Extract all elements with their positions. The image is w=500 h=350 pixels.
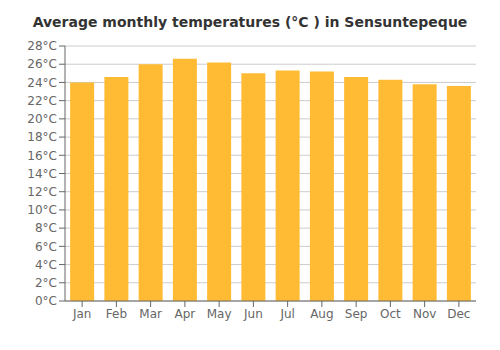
svg-text:May: May xyxy=(207,307,232,321)
svg-text:Jul: Jul xyxy=(279,307,294,321)
svg-text:20°C: 20°C xyxy=(27,112,57,126)
svg-text:Apr: Apr xyxy=(174,307,195,321)
svg-text:0°C: 0°C xyxy=(35,294,57,308)
svg-text:26°C: 26°C xyxy=(27,57,57,71)
html-text:Average monthly temperatures (: Average monthly temperatures (°C ) in Se… xyxy=(32,14,468,30)
svg-text:Dec: Dec xyxy=(447,307,470,321)
svg-text:Nov: Nov xyxy=(413,307,436,321)
svg-text:2°C: 2°C xyxy=(35,276,57,290)
svg-text:22°C: 22°C xyxy=(27,94,57,108)
svg-text:24°C: 24°C xyxy=(27,76,57,90)
svg-text:Jun: Jun xyxy=(243,307,263,321)
svg-text:Feb: Feb xyxy=(106,307,127,321)
svg-text:Oct: Oct xyxy=(380,307,401,321)
svg-text:Mar: Mar xyxy=(139,307,162,321)
svg-text:18°C: 18°C xyxy=(27,130,57,144)
svg-text:Sep: Sep xyxy=(345,307,368,321)
svg-text:4°C: 4°C xyxy=(35,258,57,272)
svg-text:Aug: Aug xyxy=(310,307,333,321)
svg-text:10°C: 10°C xyxy=(27,203,57,217)
svg-text:Jan: Jan xyxy=(72,307,92,321)
svg-text:6°C: 6°C xyxy=(35,240,57,254)
svg-text:12°C: 12°C xyxy=(27,185,57,199)
svg-text:16°C: 16°C xyxy=(27,149,57,163)
svg-text:8°C: 8°C xyxy=(35,221,57,235)
svg-text:28°C: 28°C xyxy=(27,39,57,53)
svg-text:14°C: 14°C xyxy=(27,167,57,181)
